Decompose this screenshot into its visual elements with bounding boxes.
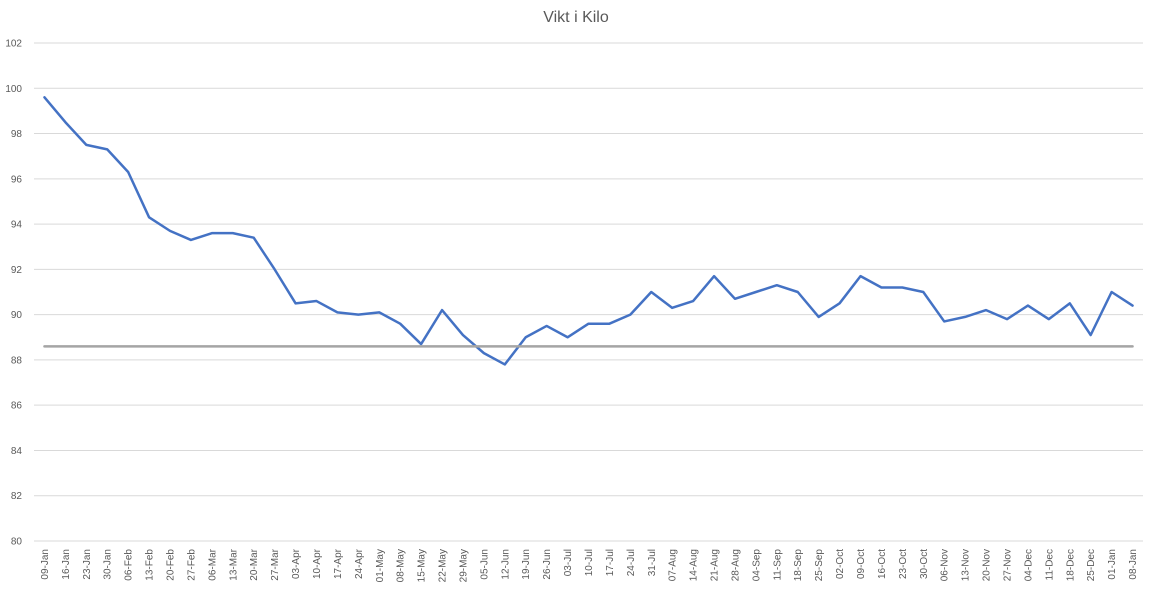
x-tick-label: 21-Aug (710, 549, 721, 581)
y-tick-label: 90 (11, 310, 23, 321)
x-tick-label: 23-Jan (82, 549, 93, 580)
x-tick-label: 09-Oct (856, 549, 867, 579)
x-tick-label: 16-Oct (877, 549, 888, 579)
x-tick-label: 17-Apr (333, 548, 344, 579)
gridlines (34, 42, 1143, 542)
x-tick-label: 28-Aug (730, 549, 741, 581)
x-tick-label: 08-Jan (1128, 549, 1139, 580)
y-tick-label: 88 (11, 355, 23, 366)
x-tick-label: 27-Feb (186, 549, 197, 581)
x-tick-label: 22-May (438, 549, 449, 582)
x-tick-label: 20-Mar (249, 548, 260, 580)
x-tick-label: 04-Sep (751, 549, 762, 582)
x-tick-label: 05-Jun (479, 549, 490, 580)
y-tick-label: 80 (11, 537, 23, 548)
x-tick-label: 10-Apr (312, 548, 323, 579)
x-tick-label: 06-Nov (940, 549, 951, 581)
x-tick-label: 19-Jun (521, 549, 532, 580)
weight-series-line (43, 96, 1134, 366)
y-axis-ticks: 80 82 84 86 88 90 92 94 96 98 100 102 (5, 39, 22, 548)
x-tick-label: 13-Mar (228, 548, 239, 580)
x-tick-label: 25-Dec (1086, 549, 1097, 581)
x-axis-ticks: 09-Jan 16-Jan 23-Jan 30-Jan 06-Feb 13-Feb 20-F… (40, 548, 1139, 582)
y-tick-label: 82 (11, 491, 23, 502)
x-tick-label: 30-Jan (103, 549, 114, 580)
x-tick-label: 13-Nov (961, 549, 972, 581)
chart-title: Vikt i Kilo (543, 9, 609, 26)
x-tick-label: 03-Apr (291, 548, 302, 579)
x-tick-label: 11-Sep (772, 549, 783, 581)
y-tick-label: 98 (11, 129, 23, 140)
x-tick-label: 13-Feb (145, 549, 156, 581)
y-tick-label: 102 (5, 39, 22, 50)
x-tick-label: 01-Jan (1107, 549, 1118, 580)
x-tick-label: 25-Sep (814, 549, 825, 582)
x-tick-label: 09-Jan (40, 549, 51, 580)
x-tick-label: 24-Apr (354, 548, 365, 579)
x-tick-label: 06-Mar (207, 548, 218, 580)
y-tick-label: 94 (11, 220, 23, 231)
x-tick-label: 20-Nov (982, 549, 993, 581)
x-tick-label: 14-Aug (689, 549, 700, 581)
x-tick-label: 30-Oct (919, 549, 930, 579)
x-tick-label: 18-Dec (1065, 549, 1076, 581)
y-tick-label: 92 (11, 265, 23, 276)
y-tick-label: 86 (11, 401, 23, 412)
x-tick-label: 02-Oct (835, 549, 846, 579)
x-tick-label: 08-May (396, 549, 407, 582)
y-tick-label: 96 (11, 174, 23, 185)
x-tick-label: 04-Dec (1023, 549, 1034, 581)
x-tick-label: 15-May (417, 549, 428, 582)
x-tick-label: 31-Jul (647, 549, 658, 576)
x-tick-label: 27-Mar (270, 548, 281, 580)
x-tick-label: 26-Jun (542, 549, 553, 580)
x-tick-label: 20-Feb (166, 549, 177, 581)
x-tick-label: 12-Jun (500, 549, 511, 580)
x-tick-label: 29-May (458, 549, 469, 582)
x-tick-label: 16-Jan (61, 549, 72, 580)
series-lines (43, 96, 1134, 366)
x-tick-label: 27-Nov (1002, 549, 1013, 581)
x-tick-label: 11-Dec (1044, 549, 1055, 581)
x-tick-label: 23-Oct (898, 549, 909, 579)
x-tick-label: 24-Jul (626, 549, 637, 576)
x-tick-label: 01-May (375, 549, 386, 582)
x-tick-label: 17-Jul (605, 549, 616, 576)
y-tick-label: 100 (5, 84, 22, 95)
x-tick-label: 07-Aug (668, 549, 679, 581)
x-tick-label: 18-Sep (793, 549, 804, 582)
y-tick-label: 84 (11, 446, 23, 457)
x-tick-label: 10-Jul (584, 549, 595, 576)
x-tick-label: 06-Feb (124, 549, 135, 581)
x-tick-label: 03-Jul (563, 549, 574, 576)
